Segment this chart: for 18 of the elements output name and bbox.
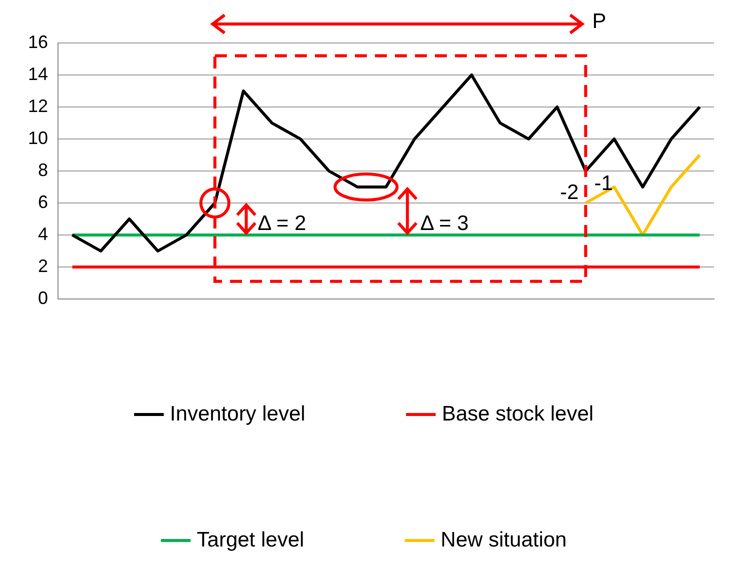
y-tick-label: 4 <box>38 224 48 244</box>
text: P <box>592 10 606 33</box>
y-tick-label: 2 <box>38 256 48 276</box>
y-tick-label: 14 <box>28 64 48 84</box>
y-tick-label: 10 <box>28 128 48 148</box>
y-tick-label: 16 <box>28 32 48 52</box>
annotation: Δ = 2 <box>258 212 306 235</box>
y-tick-label: 6 <box>38 192 48 212</box>
annotation: -1 <box>594 172 613 195</box>
legend-label: Inventory level <box>170 402 306 426</box>
annotation: Δ = 3 <box>420 212 469 235</box>
y-tick-label: 12 <box>28 96 48 116</box>
legend-label: Target level <box>196 528 304 552</box>
y-tick-label: 0 <box>38 288 48 308</box>
legend-label: Base stock level <box>442 402 594 426</box>
y-tick-label: 8 <box>38 160 48 180</box>
legend-label: New situation <box>440 528 567 552</box>
annotation: -2 <box>560 181 579 204</box>
